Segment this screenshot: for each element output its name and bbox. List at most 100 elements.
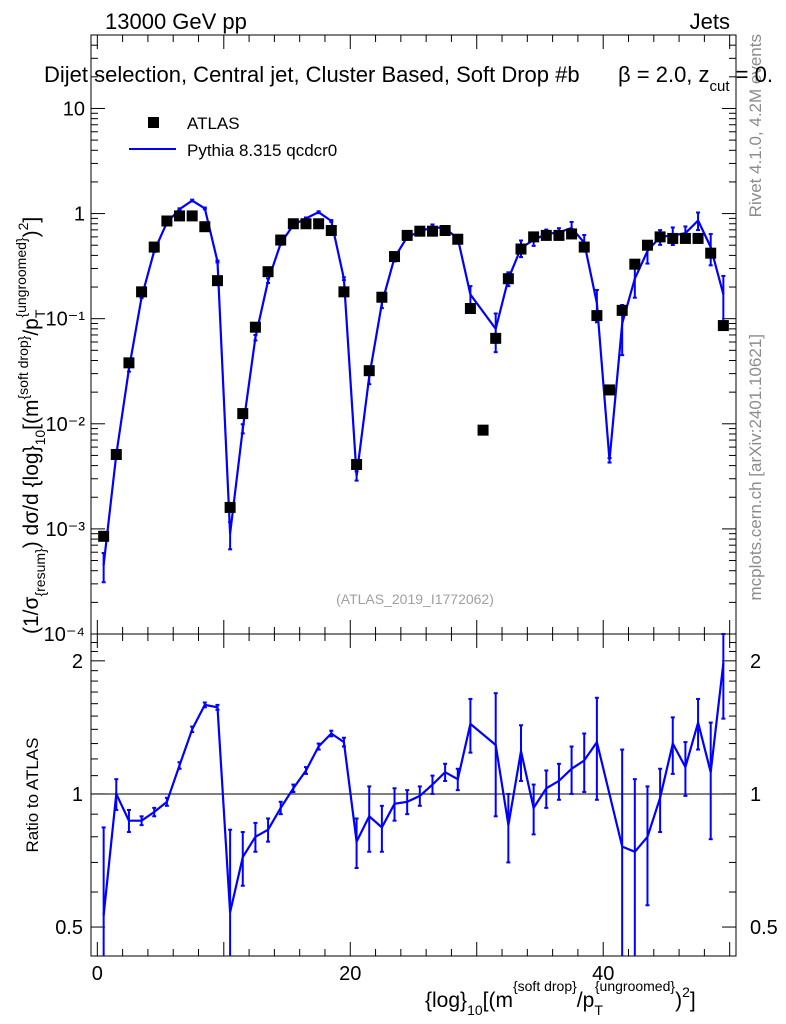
atlas-data-point: [591, 310, 603, 322]
atlas-data-point: [262, 266, 274, 278]
ratio-y-axis: 0.5 0.5 1 1 2 2: [55, 642, 778, 939]
mc-series-line: [102, 199, 725, 566]
atlas-data-point: [414, 225, 426, 237]
ylabel-part-e: ): [20, 230, 43, 237]
atlas-data-point: [629, 258, 641, 270]
atlas-data-point: [313, 218, 325, 230]
atlas-data-point: [363, 365, 375, 377]
ratio-y-axis-label: Ratio to ATLAS: [23, 738, 42, 853]
main-y-tick-label: 10⁻¹: [46, 309, 86, 331]
rivet-version-label: Rivet 4.1.0, 4.2M events: [746, 34, 765, 217]
main-y-tick-label: 10⁻³: [46, 519, 86, 541]
atlas-data-point: [464, 302, 476, 314]
category-label: Jets: [690, 9, 730, 34]
ratio-x-tick-label: 40: [592, 963, 614, 985]
title-tail: = 0.: [730, 62, 773, 87]
chart-title: Dijet selection, Central jet, Cluster Ba…: [44, 62, 580, 87]
legend-atlas-marker: [148, 117, 159, 128]
ylabel-sub-T: T: [32, 309, 48, 318]
atlas-data-point: [351, 458, 363, 470]
atlas-data-point: [490, 332, 502, 344]
atlas-data-point: [186, 210, 198, 222]
atlas-data-point: [553, 229, 565, 241]
ylabel-sub-10: 10: [32, 430, 48, 446]
atlas-data-point: [717, 320, 729, 332]
atlas-data-point: [389, 251, 401, 263]
atlas-data-point: [654, 231, 666, 243]
atlas-data-point: [123, 357, 135, 369]
ylabel-sup-softdrop: {soft drop}: [15, 335, 31, 399]
ylabel-sup-ungroomed: {ungroomed}: [13, 237, 29, 318]
atlas-data-point: [174, 210, 186, 222]
xlabel-part-a: {log}: [425, 989, 467, 1012]
atlas-data-point: [300, 218, 312, 230]
xlabel-part-d: ): [675, 989, 682, 1012]
atlas-data-point: [679, 232, 691, 244]
legend-pythia-label: Pythia 8.315 qcdcr0: [187, 141, 337, 160]
atlas-data-point: [211, 275, 223, 287]
atlas-data-point: [502, 273, 514, 285]
atlas-data-point: [528, 231, 540, 243]
ratio-y-tick-label-right: 0.5: [750, 917, 778, 939]
atlas-data-point: [199, 221, 211, 233]
analysis-id: (ATLAS_2019_I1772062): [336, 591, 494, 607]
atlas-data-point: [338, 286, 350, 298]
ratio-x-axis: 0 20 40: [92, 634, 731, 985]
atlas-data-point: [148, 241, 160, 253]
atlas-data-point: [540, 229, 552, 241]
atlas-data-point: [452, 233, 464, 245]
atlas-data-point: [249, 321, 261, 333]
legend-atlas-label: ATLAS: [187, 114, 240, 133]
ratio-curve: [101, 633, 726, 956]
atlas-data-point: [477, 424, 489, 436]
ratio-panel-frame: [90, 633, 737, 957]
x-axis-label: {log}10[(m{soft drop}/pT {ungroomed})2]: [425, 978, 696, 1018]
ratio-y-tick-label: 0.5: [55, 917, 83, 939]
atlas-data-point: [515, 243, 527, 255]
atlas-data-point: [604, 384, 616, 396]
atlas-data-point: [641, 239, 653, 251]
chart-title-overlap: β = 2.0, zcut = 0.: [618, 62, 773, 95]
atlas-data-point: [439, 225, 451, 237]
xlabel-part-b: [(m: [483, 989, 513, 1012]
atlas-data-point: [692, 232, 704, 244]
atlas-data-point: [616, 304, 628, 316]
main-y-tick-label: 10: [63, 98, 85, 120]
ylabel-part-a: (1/σ: [20, 596, 43, 634]
atlas-data-point: [98, 530, 110, 542]
atlas-data-point: [667, 232, 679, 244]
pythia-curve: [101, 198, 726, 584]
main-y-axis: 10⁻⁴ 10⁻³ 10⁻² 10⁻¹ 1 10: [44, 34, 736, 646]
ylabel-part-b: ) dσ/d {log}: [20, 445, 43, 548]
atlas-data-point: [426, 225, 438, 237]
legend: ATLAS Pythia 8.315 qcdcr0: [129, 114, 337, 160]
xlabel-sup-ungroomed: {ungroomed}: [595, 978, 676, 994]
atlas-data-point: [401, 229, 413, 241]
ratio-series-line: [102, 662, 725, 916]
ratio-x-tick-label: 20: [339, 963, 361, 985]
atlas-data-point: [566, 228, 578, 240]
ylabel-part-f: ]: [20, 217, 43, 223]
main-x-axis-ticks: [96, 35, 731, 634]
title-main: Dijet selection, Central jet, Cluster Ba…: [44, 62, 580, 87]
ylabel-part-c: [(m: [20, 400, 43, 430]
main-y-axis-label: (1/σ{resum}) dσ/d {log}10[(m{soft drop}/…: [13, 217, 48, 634]
ratio-y-tick-label-right: 2: [750, 651, 761, 673]
title-beta: β = 2.0, z: [618, 62, 710, 87]
atlas-data-point: [287, 218, 299, 230]
atlas-data-point: [578, 241, 590, 253]
atlas-data-point: [224, 501, 236, 513]
atlas-data-point: [325, 225, 337, 237]
xlabel-part-c: /p: [577, 989, 595, 1012]
xlabel-sup-softdrop: {soft drop}: [513, 978, 577, 994]
atlas-data-point: [237, 408, 249, 420]
atlas-data-point: [161, 215, 173, 227]
xlabel-sub-T: T: [594, 1002, 603, 1018]
atlas-data-point: [275, 234, 287, 246]
ratio-y-tick-label: 1: [72, 784, 83, 806]
main-y-tick-label: 1: [74, 204, 85, 226]
atlas-data-point: [376, 291, 388, 303]
ratio-y-tick-label-right: 1: [750, 784, 761, 806]
ylabel-sub-resum: {resum}: [32, 548, 48, 597]
xlabel-sub-10: 10: [467, 1002, 483, 1018]
